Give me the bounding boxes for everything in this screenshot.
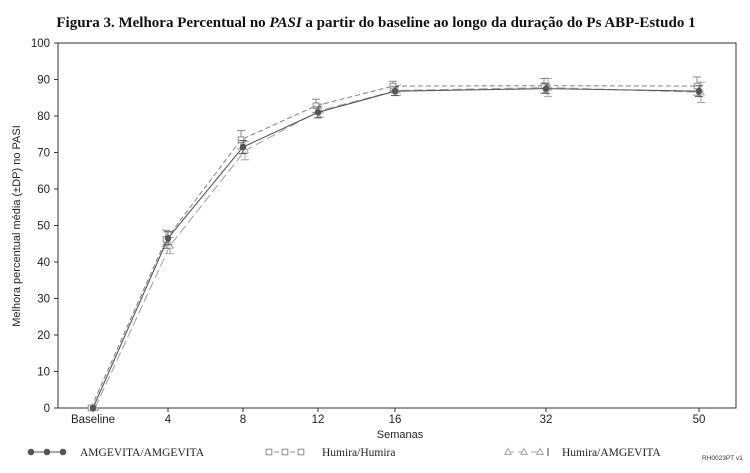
- x-tick-label: 12: [312, 414, 325, 426]
- plot-frame: [57, 42, 737, 409]
- series-line: [94, 86, 702, 409]
- y-tick-label: 60: [37, 184, 50, 196]
- y-tick-label: 80: [37, 111, 50, 123]
- data-point: [695, 87, 703, 95]
- legend-item-2: Humira/Humira: [265, 447, 395, 459]
- series-line: [90, 85, 698, 409]
- legend-marker: [503, 447, 513, 455]
- x-tick-label: 16: [389, 414, 402, 426]
- data-point: [239, 143, 247, 151]
- legend-item-1: AMGEVITA/AMGEVITA: [27, 447, 205, 459]
- legend-marker: [43, 448, 51, 456]
- y-tick-label: 20: [37, 330, 50, 342]
- y-tick-label: 90: [37, 75, 50, 87]
- data-point: [89, 404, 97, 412]
- y-tick-label: 0: [44, 403, 50, 415]
- x-tick-label: Baseline: [71, 414, 115, 426]
- x-tick-label: 4: [165, 414, 172, 426]
- legend-label: Humira/AMGEVITA: [562, 447, 661, 459]
- y-tick-label: 40: [37, 257, 50, 269]
- legend-marker: [27, 448, 35, 456]
- legend-marker: [281, 448, 289, 456]
- title-suffix: a partir do baseline ao longo da duração…: [302, 15, 696, 31]
- data-point: [542, 85, 550, 92]
- data-point: [164, 234, 172, 242]
- axes: [57, 42, 737, 409]
- series-1: [89, 83, 703, 412]
- series-layer: [87, 76, 706, 412]
- y-tick-label: 10: [37, 367, 50, 379]
- x-tick-label: 8: [240, 414, 246, 426]
- y-tick-label: 100: [31, 38, 50, 50]
- legend-label: AMGEVITA/AMGEVITA: [80, 447, 205, 459]
- data-point: [391, 87, 399, 95]
- series-3: [90, 77, 706, 411]
- x-tick-label: 50: [693, 414, 706, 426]
- series-2: [87, 76, 701, 412]
- y-axis-ticks: 0 10 20 30 40 50 60 70 80 90 100: [31, 38, 58, 415]
- legend-label: Humira/Humira: [322, 447, 395, 459]
- data-point: [237, 136, 245, 144]
- y-tick-label: 70: [37, 148, 50, 160]
- title-prefix: Figura 3. Melhora Percentual no: [56, 15, 269, 31]
- chart-title: Figura 3. Melhora Percentual no PASI a p…: [56, 15, 695, 31]
- legend: AMGEVITA/AMGEVITA Humira/Humira Humira/AMG…: [27, 447, 661, 459]
- x-axis-ticks: Baseline 4 8 12 16 32 50: [71, 408, 705, 426]
- footer-code: RH0023PT v1: [702, 455, 743, 462]
- data-point: [312, 102, 320, 110]
- title-italic: PASI: [269, 15, 302, 31]
- legend-marker: [519, 447, 529, 455]
- x-tick-label: 32: [540, 414, 553, 426]
- y-tick-label: 30: [37, 294, 50, 306]
- legend-marker: [265, 448, 273, 456]
- series-line: [92, 88, 700, 409]
- y-tick-label: 50: [37, 221, 50, 233]
- legend-marker: [297, 448, 305, 456]
- legend-marker: [535, 447, 545, 455]
- legend-item-3: Humira/AMGEVITA: [503, 447, 661, 459]
- legend-marker: [59, 448, 67, 456]
- y-axis-label: Melhora percentual média (±DP) no PASI: [11, 125, 23, 326]
- x-axis-label: Semanas: [377, 429, 424, 441]
- data-point: [314, 109, 322, 116]
